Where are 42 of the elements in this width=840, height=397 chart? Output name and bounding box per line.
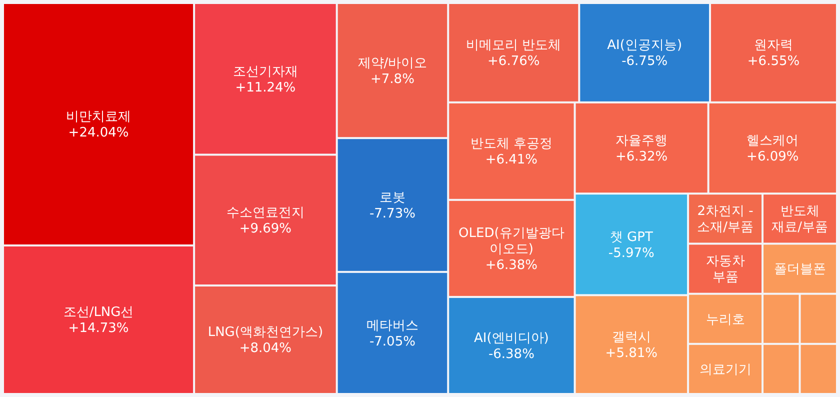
data-label: -7.05% <box>369 334 416 350</box>
data-label: -5.97% <box>608 246 654 261</box>
data-label: +9.69% <box>239 222 292 237</box>
data-label: +14.73% <box>68 321 129 336</box>
category-label: LNG(액화천연가스) <box>208 325 324 340</box>
data-label: +6.32% <box>615 149 668 164</box>
category-label: OLED(유기발광다이오드) <box>458 226 564 257</box>
category-label: 폴더블폰 <box>774 262 826 278</box>
category-label: 비만치료제 <box>66 110 132 125</box>
category-label: 자율주행 <box>616 133 668 148</box>
category-label: 누리호 <box>706 312 745 328</box>
data-label: -7.73% <box>369 206 416 222</box>
data-label: +7.8% <box>370 72 414 88</box>
category-label: 제약/바이오 <box>358 56 428 72</box>
category-label: 조선기자재 <box>232 64 298 80</box>
category-label: 챗 GPT <box>610 230 653 245</box>
category-label: 원자력 <box>754 38 794 54</box>
data-label: +11.24% <box>235 80 296 96</box>
data-label: +6.76% <box>488 54 540 70</box>
data-label: -6.38% <box>488 346 534 362</box>
data-label: +6.38% <box>485 258 538 273</box>
category-label: 반도체 재료/부품 <box>772 204 828 236</box>
category-label: 갤럭시 <box>612 330 651 346</box>
category-label: 의료기기 <box>699 362 752 378</box>
category-label: 조선/LNG선 <box>63 305 134 320</box>
category-label: 자동차 부품 <box>706 254 745 286</box>
category-label: 비메모리 반도체 <box>466 38 562 54</box>
category-label: 반도체 후공정 <box>470 136 553 152</box>
data-label: +24.04% <box>68 126 129 141</box>
category-label: 헬스케어 <box>746 133 799 148</box>
category-label: AI(인공지능) <box>607 38 682 54</box>
category-label: 수소연료전지 <box>226 206 304 221</box>
data-label: +6.41% <box>485 152 538 168</box>
data-label: +6.09% <box>746 149 799 164</box>
category-label: AI(엔비디아) <box>474 330 549 346</box>
category-label: 로봇 <box>379 190 406 206</box>
data-label: +6.55% <box>747 54 800 70</box>
category-label: 2차전지 - 소재/부품 <box>697 204 754 236</box>
data-label: +8.04% <box>239 341 292 356</box>
data-label: -6.75% <box>622 54 668 70</box>
category-label: 메타버스 <box>366 318 418 334</box>
data-label: +5.81% <box>605 346 658 362</box>
